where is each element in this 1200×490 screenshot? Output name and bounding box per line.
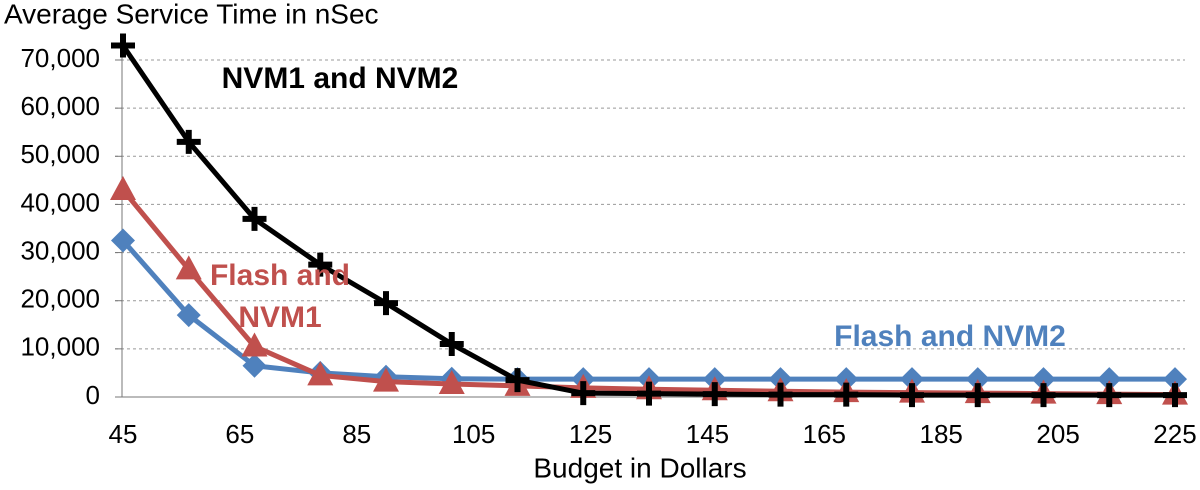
marker <box>834 382 859 407</box>
x-tick-label: 185 <box>920 419 963 449</box>
x-tick-label: 105 <box>452 419 495 449</box>
marker <box>241 332 268 357</box>
chart-title: Average Service Time in nSec <box>4 0 379 29</box>
marker <box>176 129 201 154</box>
x-tick-label: 45 <box>109 419 138 449</box>
marker <box>1163 383 1187 408</box>
marker <box>308 252 333 277</box>
marker <box>965 383 990 408</box>
y-tick-label: 30,000 <box>20 235 100 265</box>
y-tick-label: 10,000 <box>20 332 100 362</box>
x-tick-label: 65 <box>225 419 254 449</box>
marker <box>176 303 201 328</box>
x-tick-label: 205 <box>1036 419 1079 449</box>
y-tick-label: 60,000 <box>20 91 100 121</box>
y-tick-label: 20,000 <box>20 284 100 314</box>
marker <box>1031 367 1056 392</box>
y-tick-label: 70,000 <box>20 43 100 73</box>
marker <box>373 367 399 392</box>
x-axis-label: Budget in Dollars <box>533 452 746 483</box>
x-tick-label: 85 <box>342 419 371 449</box>
marker <box>374 291 398 316</box>
marker <box>175 255 202 280</box>
x-tick-label: 225 <box>1153 419 1196 449</box>
marker <box>438 370 465 395</box>
marker <box>702 382 727 407</box>
marker <box>768 382 793 407</box>
marker <box>1031 383 1056 408</box>
marker <box>1163 367 1187 392</box>
marker <box>111 33 135 58</box>
x-tick-label: 145 <box>686 419 729 449</box>
y-tick-label: 40,000 <box>20 187 100 217</box>
marker <box>307 361 334 386</box>
marker <box>1097 367 1122 392</box>
series-label: NVM1 and NVM2 <box>221 62 459 95</box>
y-tick-label: 50,000 <box>20 139 100 169</box>
marker <box>637 381 661 406</box>
y-tick-label: 0 <box>86 380 100 410</box>
marker <box>505 368 530 393</box>
x-tick-label: 125 <box>569 419 612 449</box>
marker <box>1097 383 1122 408</box>
x-tick-label: 165 <box>803 419 846 449</box>
marker <box>110 175 136 200</box>
marker <box>111 228 135 253</box>
series-label: Flash and NVM2 <box>834 320 1066 353</box>
marker <box>242 206 267 231</box>
marker <box>900 383 924 408</box>
marker <box>439 332 464 357</box>
series-label: Flash and NVM1 <box>209 259 351 334</box>
marker <box>571 381 596 406</box>
marker <box>242 353 267 378</box>
